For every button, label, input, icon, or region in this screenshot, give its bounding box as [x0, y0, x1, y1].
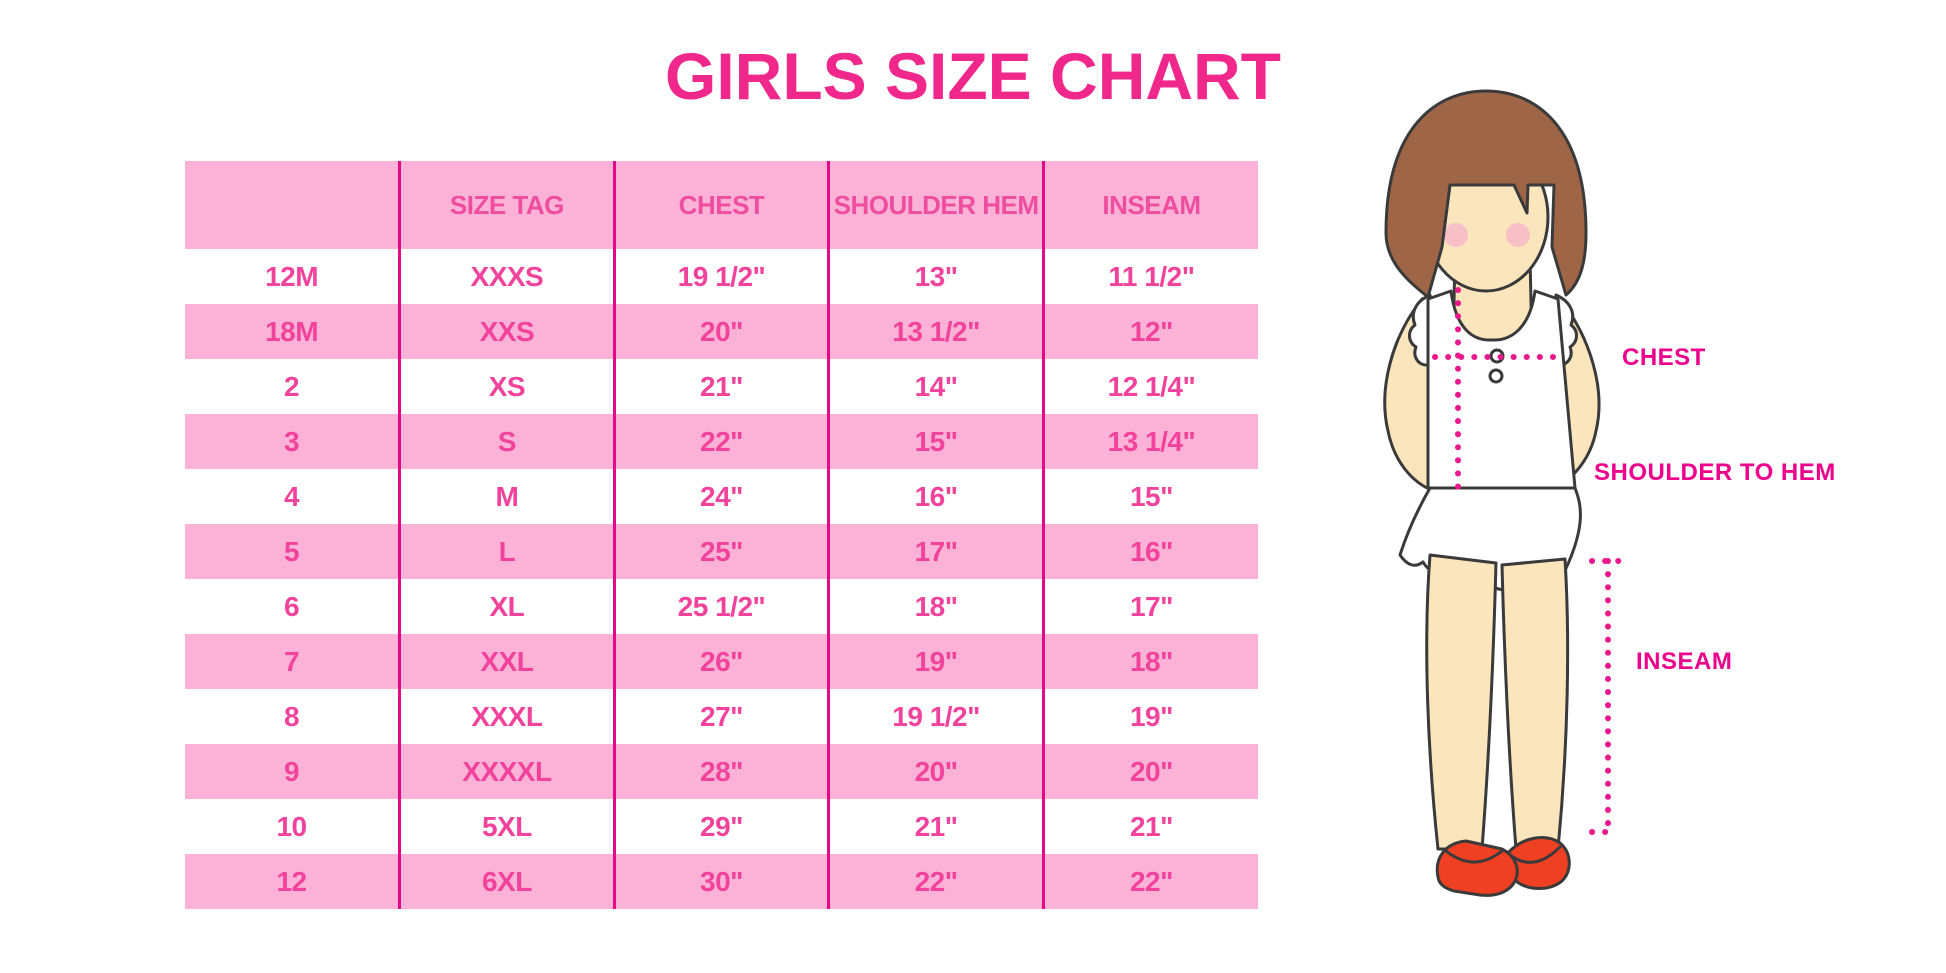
chest-label: CHEST — [1622, 344, 1706, 371]
table-cell: 9 — [185, 744, 400, 799]
shoe-left — [1435, 839, 1519, 897]
table-cell: L — [398, 524, 615, 579]
size-table-body: 12M XXXS 19 1/2" 13" 11 1/2" 18M XXS 20" 13 1/2"… — [185, 249, 1258, 909]
shirt-button-bottom — [1488, 368, 1504, 384]
size-table-header: SIZE TAG CHEST SHOULDER HEM INSEAM — [185, 161, 1258, 249]
table-cell: 11 1/2" — [1041, 249, 1258, 304]
header-cell-size-tag: SIZE TAG — [398, 161, 615, 249]
blush-left — [1444, 223, 1468, 247]
table-row: 2 XS 21" 14" 12 1/4" — [185, 359, 1258, 414]
table-cell: 16" — [827, 469, 1044, 524]
leg-right — [1500, 557, 1570, 851]
table-cell: XXL — [398, 634, 615, 689]
size-chart-table: SIZE TAG CHEST SHOULDER HEM INSEAM 12M XX… — [185, 161, 1258, 909]
table-cell: 19 1/2" — [827, 689, 1044, 744]
table-row: 6 XL 25 1/2" 18" 17" — [185, 579, 1258, 634]
inseam-label: INSEAM — [1636, 648, 1733, 675]
table-cell: 17" — [827, 524, 1044, 579]
table-cell: 13" — [827, 249, 1044, 304]
table-cell: 12 — [185, 854, 400, 909]
table-cell: 19 1/2" — [612, 249, 829, 304]
table-cell: 18" — [1041, 634, 1258, 689]
table-cell: 19" — [827, 634, 1044, 689]
table-cell: 15" — [1041, 469, 1258, 524]
table-cell: 25" — [612, 524, 829, 579]
table-cell: 21" — [827, 799, 1044, 854]
table-cell: 27" — [612, 689, 829, 744]
table-cell: 5 — [185, 524, 400, 579]
table-row: 9 XXXXL 28" 20" 20" — [185, 744, 1258, 799]
blush-right — [1506, 223, 1530, 247]
table-row: 5 L 25" 17" 16" — [185, 524, 1258, 579]
table-cell: 13 1/4" — [1041, 414, 1258, 469]
table-cell: 12M — [265, 260, 319, 292]
table-row: 10 5XL 29" 21" 21" — [185, 799, 1258, 854]
header-cell-inseam: INSEAM — [1041, 161, 1258, 249]
table-cell: 2 — [284, 370, 300, 402]
table-cell: 21" — [612, 359, 829, 414]
table-cell: 24" — [612, 469, 829, 524]
shoe-left-strap — [1444, 849, 1504, 864]
shoulder-to-hem-label: SHOULDER TO HEM — [1594, 459, 1836, 486]
table-cell: 29" — [612, 799, 829, 854]
table-cell: 18M — [185, 304, 400, 359]
table-cell: 5XL — [398, 799, 615, 854]
table-cell: XXS — [398, 304, 615, 359]
table-cell: 16" — [1041, 524, 1258, 579]
table-row: 18M XXS 20" 13 1/2" 12" — [185, 304, 1258, 359]
header-cell-blank — [185, 161, 400, 249]
table-cell: 7 — [185, 634, 400, 689]
table-cell: 22" — [1041, 854, 1258, 909]
table-cell: 19" — [1041, 689, 1258, 744]
page-title: GIRLS SIZE CHART — [664, 39, 1281, 113]
table-cell: 12" — [1041, 304, 1258, 359]
table-cell: 3 — [185, 414, 400, 469]
table-cell: 10 — [276, 810, 307, 842]
table-cell: S — [398, 414, 615, 469]
table-cell: 20" — [1041, 744, 1258, 799]
table-cell: 22" — [827, 854, 1044, 909]
header-row: SIZE TAG CHEST SHOULDER HEM INSEAM — [185, 161, 1258, 249]
table-cell: XS — [398, 359, 615, 414]
table-cell: 21" — [1041, 799, 1258, 854]
table-cell: XL — [398, 579, 615, 634]
table-cell: 4 — [284, 480, 300, 512]
table-cell: 26" — [612, 634, 829, 689]
table-cell: 20" — [612, 304, 829, 359]
table-row: 7 XXL 26" 19" 18" — [185, 634, 1258, 689]
table-cell: 28" — [612, 744, 829, 799]
table-cell: 12 1/4" — [1041, 359, 1258, 414]
table-cell: 30" — [612, 854, 829, 909]
table-cell: XXXXL — [398, 744, 615, 799]
table-cell: 22" — [612, 414, 829, 469]
table-cell: 13 1/2" — [827, 304, 1044, 359]
header-cell-chest: CHEST — [612, 161, 829, 249]
table-cell: 6 — [284, 590, 300, 622]
table-cell: 18" — [827, 579, 1044, 634]
table-cell: XXXL — [398, 689, 615, 744]
table-row: 4 M 24" 16" 15" — [185, 469, 1258, 524]
table-row: 12 6XL 30" 22" 22" — [185, 854, 1258, 909]
table-row: 3 S 22" 15" 13 1/4" — [185, 414, 1258, 469]
table-cell: 6XL — [398, 854, 615, 909]
table-cell: XXXS — [398, 249, 615, 304]
table-cell: M — [398, 469, 615, 524]
table-row: 8 XXXL 27" 19 1/2" 19" — [185, 689, 1258, 744]
girl-illustration — [1330, 85, 1850, 915]
table-cell: 25 1/2" — [612, 579, 829, 634]
table-cell: 17" — [1041, 579, 1258, 634]
header-cell-shoulder-hem: SHOULDER HEM — [827, 161, 1044, 249]
girl-illustration-svg — [1383, 89, 1627, 897]
table-cell: 20" — [827, 744, 1044, 799]
table-cell: 15" — [827, 414, 1044, 469]
table-cell: 14" — [827, 359, 1044, 414]
leg-left — [1425, 553, 1498, 851]
table-cell: 8 — [284, 700, 300, 732]
table-row: 12M XXXS 19 1/2" 13" 11 1/2" — [185, 249, 1258, 304]
